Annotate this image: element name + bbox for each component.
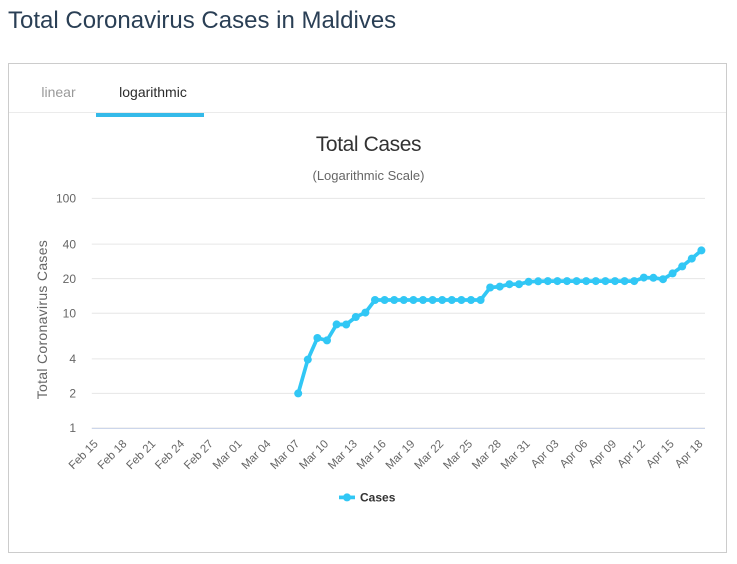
svg-text:100: 100 [56, 192, 76, 206]
svg-text:Mar 13: Mar 13 [326, 438, 360, 472]
svg-text:Mar 25: Mar 25 [441, 438, 475, 472]
svg-text:10: 10 [63, 306, 77, 320]
svg-text:Total Coronavirus Cases: Total Coronavirus Cases [34, 240, 50, 399]
svg-text:Mar 19: Mar 19 [384, 438, 418, 472]
svg-text:Mar 22: Mar 22 [413, 438, 447, 472]
svg-text:Mar 01: Mar 01 [211, 438, 245, 472]
svg-text:Mar 10: Mar 10 [297, 438, 331, 472]
svg-text:4: 4 [69, 352, 76, 366]
svg-text:20: 20 [63, 272, 77, 286]
svg-text:Mar 31: Mar 31 [499, 438, 533, 472]
svg-text:Apr 06: Apr 06 [558, 438, 590, 470]
svg-text:1: 1 [69, 421, 76, 435]
svg-text:Feb 27: Feb 27 [182, 438, 216, 472]
svg-text:Apr 15: Apr 15 [644, 438, 676, 470]
svg-text:2: 2 [69, 387, 76, 401]
svg-text:Feb 24: Feb 24 [153, 438, 187, 472]
svg-text:Apr 09: Apr 09 [587, 438, 619, 470]
svg-text:40: 40 [63, 237, 77, 251]
svg-text:Feb 15: Feb 15 [67, 438, 101, 472]
svg-text:Feb 18: Feb 18 [96, 438, 130, 472]
svg-text:Mar 16: Mar 16 [355, 438, 389, 472]
svg-text:Apr 12: Apr 12 [615, 438, 647, 470]
svg-text:Mar 04: Mar 04 [240, 438, 274, 472]
svg-text:Cases: Cases [360, 491, 396, 505]
svg-text:Mar 28: Mar 28 [470, 438, 504, 472]
svg-text:Apr 03: Apr 03 [529, 438, 561, 470]
svg-text:Apr 18: Apr 18 [673, 438, 705, 470]
svg-text:Mar 07: Mar 07 [269, 438, 303, 472]
svg-text:Feb 21: Feb 21 [125, 438, 159, 472]
